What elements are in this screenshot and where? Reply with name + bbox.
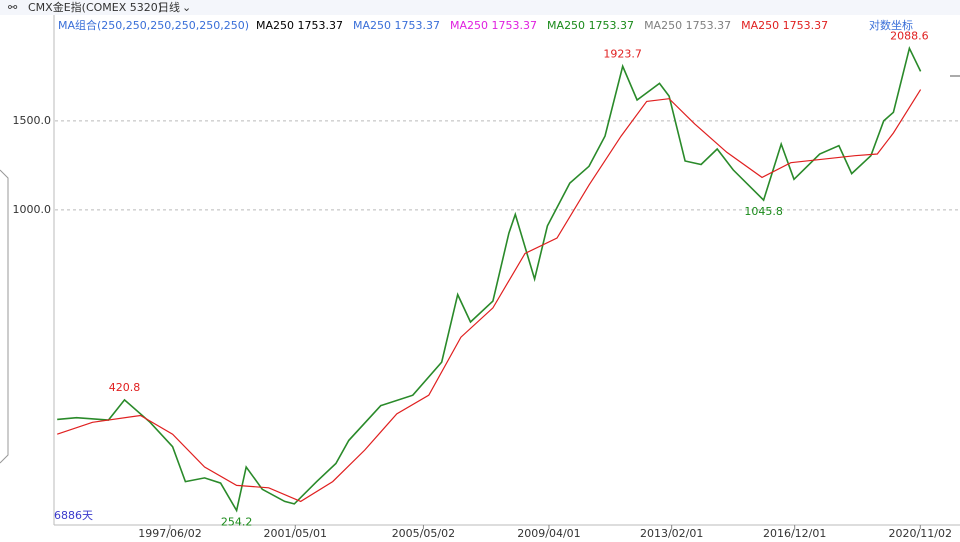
ma-value: 1753.37 bbox=[492, 19, 538, 32]
side-tab[interactable] bbox=[0, 169, 9, 464]
ma-name: MA250 bbox=[450, 19, 488, 32]
ma-legend-item: MA250 1753.37 bbox=[256, 19, 343, 32]
extreme-label: 420.8 bbox=[109, 381, 141, 394]
series-line bbox=[57, 89, 922, 503]
indicator-selector[interactable]: MA组合(250,250,250,250,250,250) bbox=[58, 18, 249, 32]
x-tick-label: 1997/06/02 bbox=[138, 527, 201, 540]
ma-name: MA250 bbox=[353, 19, 391, 32]
y-tick-label: 1500.0 bbox=[13, 114, 52, 127]
extreme-label: 254.2 bbox=[221, 516, 253, 529]
y-tick-label: 1000.0 bbox=[13, 203, 52, 216]
bar-count: 6886天 bbox=[54, 509, 93, 522]
ma-name: MA250 bbox=[256, 19, 294, 32]
ma-legend-item: MA250 1753.37 bbox=[741, 19, 828, 32]
ma-legend-item: MA250 1753.37 bbox=[353, 19, 440, 32]
series-line bbox=[57, 45, 922, 513]
ma-value: 1753.37 bbox=[298, 19, 344, 32]
x-tick-label: 2005/05/02 bbox=[392, 527, 455, 540]
ma-legend-item: MA250 1753.37 bbox=[644, 19, 731, 32]
ma-name: MA250 bbox=[547, 19, 585, 32]
ma-value: 1753.37 bbox=[686, 19, 732, 32]
ma-legend-item: MA250 1753.37 bbox=[547, 19, 634, 32]
extreme-label: 1045.8 bbox=[744, 205, 783, 218]
ma-value: 1753.37 bbox=[395, 19, 441, 32]
x-tick-label: 2001/05/01 bbox=[264, 527, 327, 540]
ma-value: 1753.37 bbox=[783, 19, 829, 32]
scale-toggle[interactable]: 对数坐标 bbox=[869, 18, 913, 32]
ma-value: 1753.37 bbox=[589, 19, 635, 32]
x-tick-label: 2020/11/02 bbox=[889, 527, 952, 540]
extreme-label: 1923.7 bbox=[603, 47, 642, 60]
ma-name: MA250 bbox=[741, 19, 779, 32]
ma-name: MA250 bbox=[644, 19, 682, 32]
x-tick-label: 2009/04/01 bbox=[517, 527, 580, 540]
chain-icon: ⚯ bbox=[8, 1, 18, 14]
period-selector[interactable]: 日线 bbox=[158, 0, 180, 14]
x-tick-label: 2016/12/01 bbox=[763, 527, 826, 540]
instrument-title: CMX金E指(COMEX 5320) bbox=[28, 0, 162, 14]
ma-legend-item: MA250 1753.37 bbox=[450, 19, 537, 32]
period-arrow[interactable]: ⌄ bbox=[182, 1, 191, 14]
title-bar bbox=[0, 0, 960, 15]
x-tick-label: 2013/02/01 bbox=[640, 527, 703, 540]
extreme-label: 2088.6 bbox=[890, 29, 929, 42]
